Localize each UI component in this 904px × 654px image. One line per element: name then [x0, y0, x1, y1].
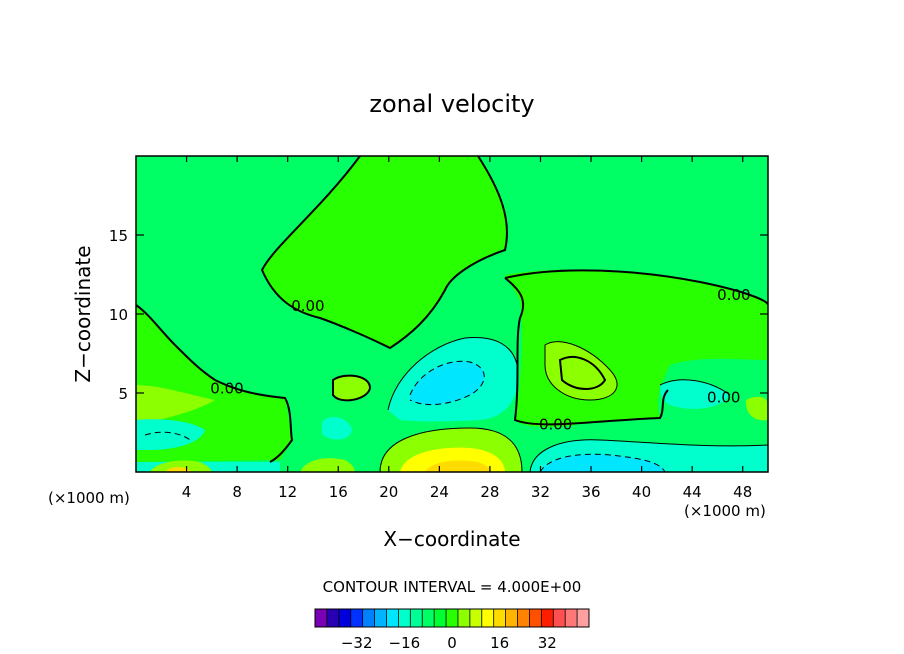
colorbar-swatch: [338, 609, 352, 627]
contour-fill-negative-bottom-right-inner: [540, 454, 665, 472]
x-tick-label: 8: [232, 483, 242, 501]
contour-label: 0.00: [291, 297, 324, 315]
contour-negative-thin: [387, 336, 768, 472]
contour-positive-heavy-small: [332, 355, 607, 402]
colorbar-swatch: [505, 609, 518, 627]
contour-fill-orange-bottom-left: [165, 467, 192, 472]
contour-lines: [136, 156, 768, 472]
x-tick-label: 44: [683, 483, 702, 501]
colorbar-swatch: [386, 609, 399, 627]
colorbar-swatch: [493, 609, 506, 627]
colorbar-swatch: [541, 609, 554, 627]
x-axis-label: X−coordinate: [383, 527, 520, 551]
contour-fill-positive-upper: [262, 156, 507, 348]
contour-label: 0.00: [539, 416, 572, 434]
colorbar: −32 −16 0 16 32: [314, 608, 590, 652]
colorbar-swatch: [577, 609, 590, 627]
contour-label: 0.00: [707, 389, 740, 407]
zero-contour-right: [504, 269, 768, 426]
x-unit-left: (×1000 m): [48, 489, 130, 507]
colorbar-swatch: [434, 609, 447, 627]
x-tick-label: 16: [329, 483, 348, 501]
x-tick-label: 32: [531, 483, 550, 501]
colorbar-swatch: [469, 609, 483, 627]
y-axis-ticks: 5 10 15: [109, 227, 768, 403]
contour-label: 0.00: [210, 379, 243, 397]
x-tick-label: 4: [182, 483, 192, 501]
colorbar-tick-label: −16: [389, 634, 421, 652]
x-tick-label: 36: [581, 483, 600, 501]
colorbar-tick-label: 0: [447, 634, 457, 652]
contour-fill-yellowgreen-small-b: [745, 396, 768, 421]
x-tick-label: 12: [278, 483, 297, 501]
contour-positive-thin: [379, 341, 618, 472]
contour-negative-dashed: [144, 360, 666, 472]
colorbar-swatch: [398, 609, 411, 627]
colorbar-tick-label: 16: [490, 634, 509, 652]
y-axis-label: Z−coordinate: [71, 245, 95, 382]
contour-fill-orange-bottom: [425, 460, 492, 472]
colorbar-swatch: [350, 609, 363, 627]
contour-fill-negative-right: [660, 379, 730, 409]
colorbar-swatch: [410, 609, 423, 627]
contour-fill-yellowgreen-small-c: [300, 458, 355, 472]
colorbar-tick-label: 32: [538, 634, 557, 652]
contour-fill-negative-left: [136, 419, 205, 450]
x-tick-label: 40: [632, 483, 651, 501]
x-tick-label: 28: [480, 483, 499, 501]
x-tick-label: 20: [379, 483, 398, 501]
colorbar-swatch: [315, 609, 328, 627]
colorbar-swatch: [374, 609, 387, 627]
colorbar-swatch: [529, 609, 542, 627]
colorbar-swatch: [446, 609, 459, 627]
x-tick-label: 24: [430, 483, 449, 501]
zero-contour-upper: [260, 156, 508, 350]
colorbar-swatch: [422, 609, 435, 627]
contour-fill-yellowgreen-bottom-left: [150, 460, 212, 472]
y-tick-label: 5: [118, 385, 128, 403]
contour-label: 0.00: [717, 286, 750, 304]
contour-interval-text: CONTOUR INTERVAL = 4.000E+00: [323, 578, 582, 596]
colorbar-frame: [314, 608, 590, 628]
colorbar-swatch: [481, 609, 494, 627]
y-tick-label: 15: [109, 227, 128, 245]
contour-fill-negative-center-inner: [410, 361, 485, 405]
y-tick-label: 10: [109, 306, 128, 324]
x-tick-label: 48: [733, 483, 752, 501]
colorbar-swatch: [457, 609, 471, 627]
colorbar-tick-label: −32: [341, 634, 373, 652]
contour-fill-yellowgreen-small-a: [333, 375, 370, 401]
plot-area: [136, 156, 768, 472]
colorbar-swatch: [326, 609, 340, 627]
zero-contour-left: [136, 304, 294, 463]
colorbar-swatch: [362, 609, 375, 627]
contour-labels: 0.00 0.00 0.00 0.00 0.00: [210, 286, 750, 434]
colorbar-swatch: [517, 609, 530, 627]
chart-title: zonal velocity: [369, 90, 534, 118]
x-axis-ticks: 4 8 12 16 20 24 28 32 36 40 44 48: [182, 156, 752, 501]
contour-fill-negative-small: [322, 416, 352, 440]
x-unit-right: (×1000 m): [684, 502, 766, 520]
colorbar-swatch: [565, 609, 578, 627]
contour-fill-yellowgreen-left: [136, 385, 215, 425]
colorbar-swatch: [553, 609, 566, 627]
